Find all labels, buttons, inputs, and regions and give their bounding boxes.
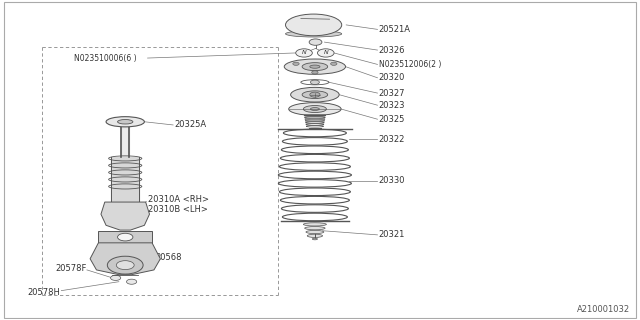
Ellipse shape xyxy=(310,108,319,110)
Ellipse shape xyxy=(285,31,342,37)
Ellipse shape xyxy=(303,106,326,113)
Circle shape xyxy=(111,275,121,280)
Ellipse shape xyxy=(302,63,328,71)
Circle shape xyxy=(116,261,134,270)
Ellipse shape xyxy=(305,227,325,230)
Circle shape xyxy=(310,92,320,97)
Polygon shape xyxy=(90,243,161,275)
Text: A210001032: A210001032 xyxy=(577,305,630,314)
Ellipse shape xyxy=(118,120,133,124)
Text: N023512006(2 ): N023512006(2 ) xyxy=(379,60,441,69)
Ellipse shape xyxy=(310,65,320,68)
Text: 20578F: 20578F xyxy=(55,264,86,274)
Circle shape xyxy=(309,39,322,45)
Circle shape xyxy=(310,80,319,84)
Circle shape xyxy=(296,49,312,57)
Text: 20330: 20330 xyxy=(379,176,405,185)
Text: 20310B <LH>: 20310B <LH> xyxy=(148,205,207,214)
Ellipse shape xyxy=(312,238,317,240)
Polygon shape xyxy=(101,202,150,230)
Text: 20521A: 20521A xyxy=(379,25,411,34)
Ellipse shape xyxy=(285,14,342,36)
Text: 20327: 20327 xyxy=(379,89,405,98)
Circle shape xyxy=(331,62,337,65)
Ellipse shape xyxy=(306,230,324,234)
Text: N: N xyxy=(323,51,328,55)
Ellipse shape xyxy=(289,103,341,116)
Ellipse shape xyxy=(106,117,145,127)
Text: 20568: 20568 xyxy=(156,253,182,262)
Circle shape xyxy=(118,233,133,241)
Ellipse shape xyxy=(302,91,328,99)
Text: 20322: 20322 xyxy=(379,135,405,144)
Text: 20320: 20320 xyxy=(379,73,405,82)
Text: 20310A <RH>: 20310A <RH> xyxy=(148,195,209,204)
Circle shape xyxy=(292,62,299,65)
Text: 20321: 20321 xyxy=(379,230,405,239)
Ellipse shape xyxy=(303,223,326,226)
Text: 20325A: 20325A xyxy=(174,120,207,130)
Circle shape xyxy=(127,279,137,284)
Ellipse shape xyxy=(291,87,339,102)
Text: 20578H: 20578H xyxy=(28,288,60,297)
Text: 20326: 20326 xyxy=(379,45,405,55)
Ellipse shape xyxy=(307,234,323,237)
Ellipse shape xyxy=(284,59,346,74)
Polygon shape xyxy=(99,231,152,243)
Circle shape xyxy=(317,49,334,57)
Text: 20325: 20325 xyxy=(379,115,405,124)
Text: 20323: 20323 xyxy=(379,101,405,110)
Text: N023510006(6 ): N023510006(6 ) xyxy=(74,53,137,62)
Circle shape xyxy=(108,256,143,274)
Text: N: N xyxy=(301,51,307,55)
Circle shape xyxy=(312,71,318,74)
